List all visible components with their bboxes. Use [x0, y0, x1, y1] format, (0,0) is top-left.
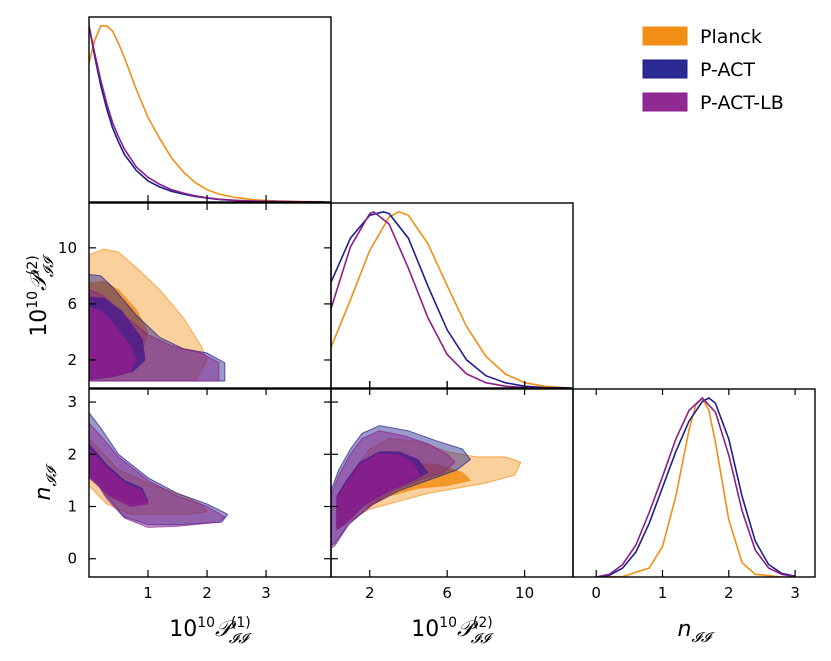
curve-p-act-lb — [331, 210, 570, 388]
panel-2-marks — [331, 210, 570, 388]
legend-label-p-act-lb: P-ACT-LB — [700, 92, 784, 114]
xtick-label: 3 — [261, 584, 271, 602]
panel-2 — [330, 202, 574, 389]
panel-5: 1 2 3 0 1 2 3 — [67, 388, 332, 602]
xtick-label: 6 — [442, 584, 452, 602]
ylabel-n: n𝓘𝓘 — [31, 463, 60, 500]
xtick-label: 0 — [591, 584, 601, 602]
legend-swatch-planck — [642, 26, 688, 46]
ytick-label: 6 — [67, 295, 77, 313]
panel-1-frame — [88, 16, 332, 203]
xtick-label: 2 — [365, 584, 375, 602]
panel-4: 2 6 10 — [58, 202, 332, 389]
curve-p-act-lb — [89, 25, 326, 202]
contour-p-act-lb-68 — [336, 453, 421, 531]
panel-3-frame — [572, 388, 816, 578]
panel-3: 0 1 2 3 — [572, 388, 816, 602]
panel-3-marks — [596, 396, 796, 577]
ytick-label: 2 — [67, 445, 77, 463]
panel-1-marks — [89, 25, 326, 202]
xlabel-p2: 1010𝒫(2) 𝓘𝓘 — [411, 615, 494, 647]
contour-p-act-lb-68 — [89, 306, 137, 381]
legend-label-planck: Planck — [700, 26, 762, 48]
legend-label-p-act: P-ACT — [700, 59, 755, 81]
contour-p-act-lb-95 — [331, 430, 456, 549]
xtick-label: 2 — [724, 584, 734, 602]
contour-p-act-lb-68 — [89, 448, 149, 508]
ytick-label: 2 — [67, 351, 77, 369]
ytick-label: 10 — [58, 239, 77, 257]
ytick-label: 0 — [67, 550, 77, 568]
xtick-label: 1 — [658, 584, 668, 602]
panel-6-marks — [331, 425, 522, 549]
panel-1 — [88, 16, 332, 203]
legend: Planck P-ACT P-ACT-LB — [642, 26, 784, 114]
xtick-label: 10 — [515, 584, 534, 602]
xlabel-n: n𝓘𝓘 — [678, 617, 715, 646]
xtick-label: 2 — [202, 584, 212, 602]
ytick-label: 1 — [67, 498, 77, 516]
xtick-label: 1 — [143, 584, 153, 602]
curve-p-act — [596, 397, 796, 577]
curve-planck — [596, 396, 796, 577]
panel-4-frame — [88, 202, 332, 389]
panels-layer: 0 1 2 3 2 6 10 1 2 3 0 1 2 3 2 6 10 — [58, 16, 816, 602]
panel-5-marks — [89, 411, 229, 528]
curve-planck — [331, 210, 570, 388]
ylabel-p2: 1010𝒫(2)𝓘𝓘 — [25, 254, 57, 337]
panel-6: 2 6 10 — [330, 388, 574, 602]
panel-6-frame — [330, 388, 574, 578]
panel-4-marks — [89, 248, 226, 382]
legend-swatch-p-act-lb — [642, 92, 688, 112]
xlabel-p1: 1010𝒫(1) 𝓘𝓘 — [169, 615, 252, 647]
ytick-label: 3 — [67, 393, 77, 411]
legend-swatch-p-act — [642, 59, 688, 79]
curve-p-act — [89, 25, 326, 202]
curve-planck — [89, 25, 326, 202]
curve-p-act-lb — [596, 396, 796, 577]
xtick-label: 3 — [790, 584, 800, 602]
curve-p-act — [331, 210, 570, 388]
